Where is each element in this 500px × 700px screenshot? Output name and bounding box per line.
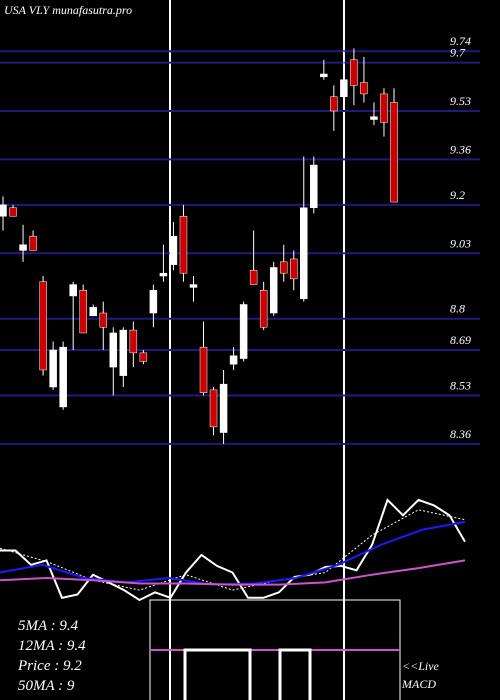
candle-body bbox=[79, 290, 87, 334]
candle-body bbox=[119, 329, 128, 376]
candle-body bbox=[259, 290, 268, 328]
candle-body bbox=[89, 307, 97, 317]
y-tick-label: 9.7 bbox=[450, 46, 466, 60]
candle-body bbox=[189, 284, 198, 288]
candle-body bbox=[59, 346, 67, 408]
candle-body bbox=[390, 102, 398, 203]
macd-line bbox=[0, 509, 466, 591]
candle-body bbox=[350, 59, 358, 86]
macd-line bbox=[0, 498, 466, 602]
candle-body bbox=[209, 389, 218, 428]
candle-body bbox=[340, 79, 348, 98]
candle-body bbox=[310, 164, 318, 208]
candle-body bbox=[19, 244, 27, 251]
candle-body bbox=[99, 312, 108, 328]
stat: 12MA : 9.4 bbox=[18, 638, 86, 654]
candle-body bbox=[380, 93, 388, 123]
candle-body bbox=[199, 346, 208, 393]
candle-body bbox=[330, 96, 338, 112]
y-tick-label: 8.53 bbox=[450, 379, 471, 393]
stat: 50MA : 9 bbox=[18, 678, 75, 694]
y-tick-label: 8.69 bbox=[450, 333, 471, 347]
candle-body bbox=[109, 332, 118, 368]
candle-body bbox=[39, 281, 47, 371]
candle-body bbox=[269, 267, 278, 314]
y-tick-label: 9.53 bbox=[450, 94, 471, 108]
y-tick-label: 8.36 bbox=[450, 427, 471, 441]
candle-body bbox=[129, 329, 138, 354]
candle-body bbox=[249, 270, 258, 285]
y-tick-label: 9.2 bbox=[450, 188, 465, 202]
candle-body bbox=[279, 261, 288, 274]
candle-body bbox=[370, 116, 378, 120]
chart-title: USA VLY munafasutra.pro bbox=[4, 3, 132, 17]
candle-body bbox=[0, 204, 7, 217]
candle-body bbox=[49, 349, 57, 388]
candle-body bbox=[219, 383, 228, 433]
y-tick-label: 9.36 bbox=[450, 142, 471, 156]
y-tick-label: 9.74 bbox=[450, 34, 471, 48]
candle-body bbox=[139, 352, 148, 362]
candle-body bbox=[239, 304, 248, 359]
macd-line bbox=[0, 559, 466, 586]
macd-label: MACD bbox=[401, 677, 436, 691]
candle-body bbox=[360, 82, 368, 95]
candle-body bbox=[179, 216, 188, 274]
candle-body bbox=[149, 290, 158, 314]
candle-body bbox=[9, 207, 17, 217]
y-tick-label: 9.03 bbox=[450, 236, 471, 250]
candle-body bbox=[159, 272, 168, 277]
stat: Price : 9.2 bbox=[17, 658, 82, 674]
candle-body bbox=[300, 207, 308, 300]
live-label: <<Live bbox=[402, 659, 440, 673]
candle-body bbox=[229, 355, 238, 365]
candle-body bbox=[169, 235, 178, 265]
y-tick-label: 8.8 bbox=[450, 302, 465, 316]
candle-body bbox=[320, 73, 328, 78]
stat: 5MA : 9.4 bbox=[18, 618, 79, 634]
candle-body bbox=[69, 284, 77, 297]
macd-box bbox=[149, 599, 401, 700]
candle-body bbox=[289, 258, 298, 280]
candle-body bbox=[29, 235, 37, 251]
